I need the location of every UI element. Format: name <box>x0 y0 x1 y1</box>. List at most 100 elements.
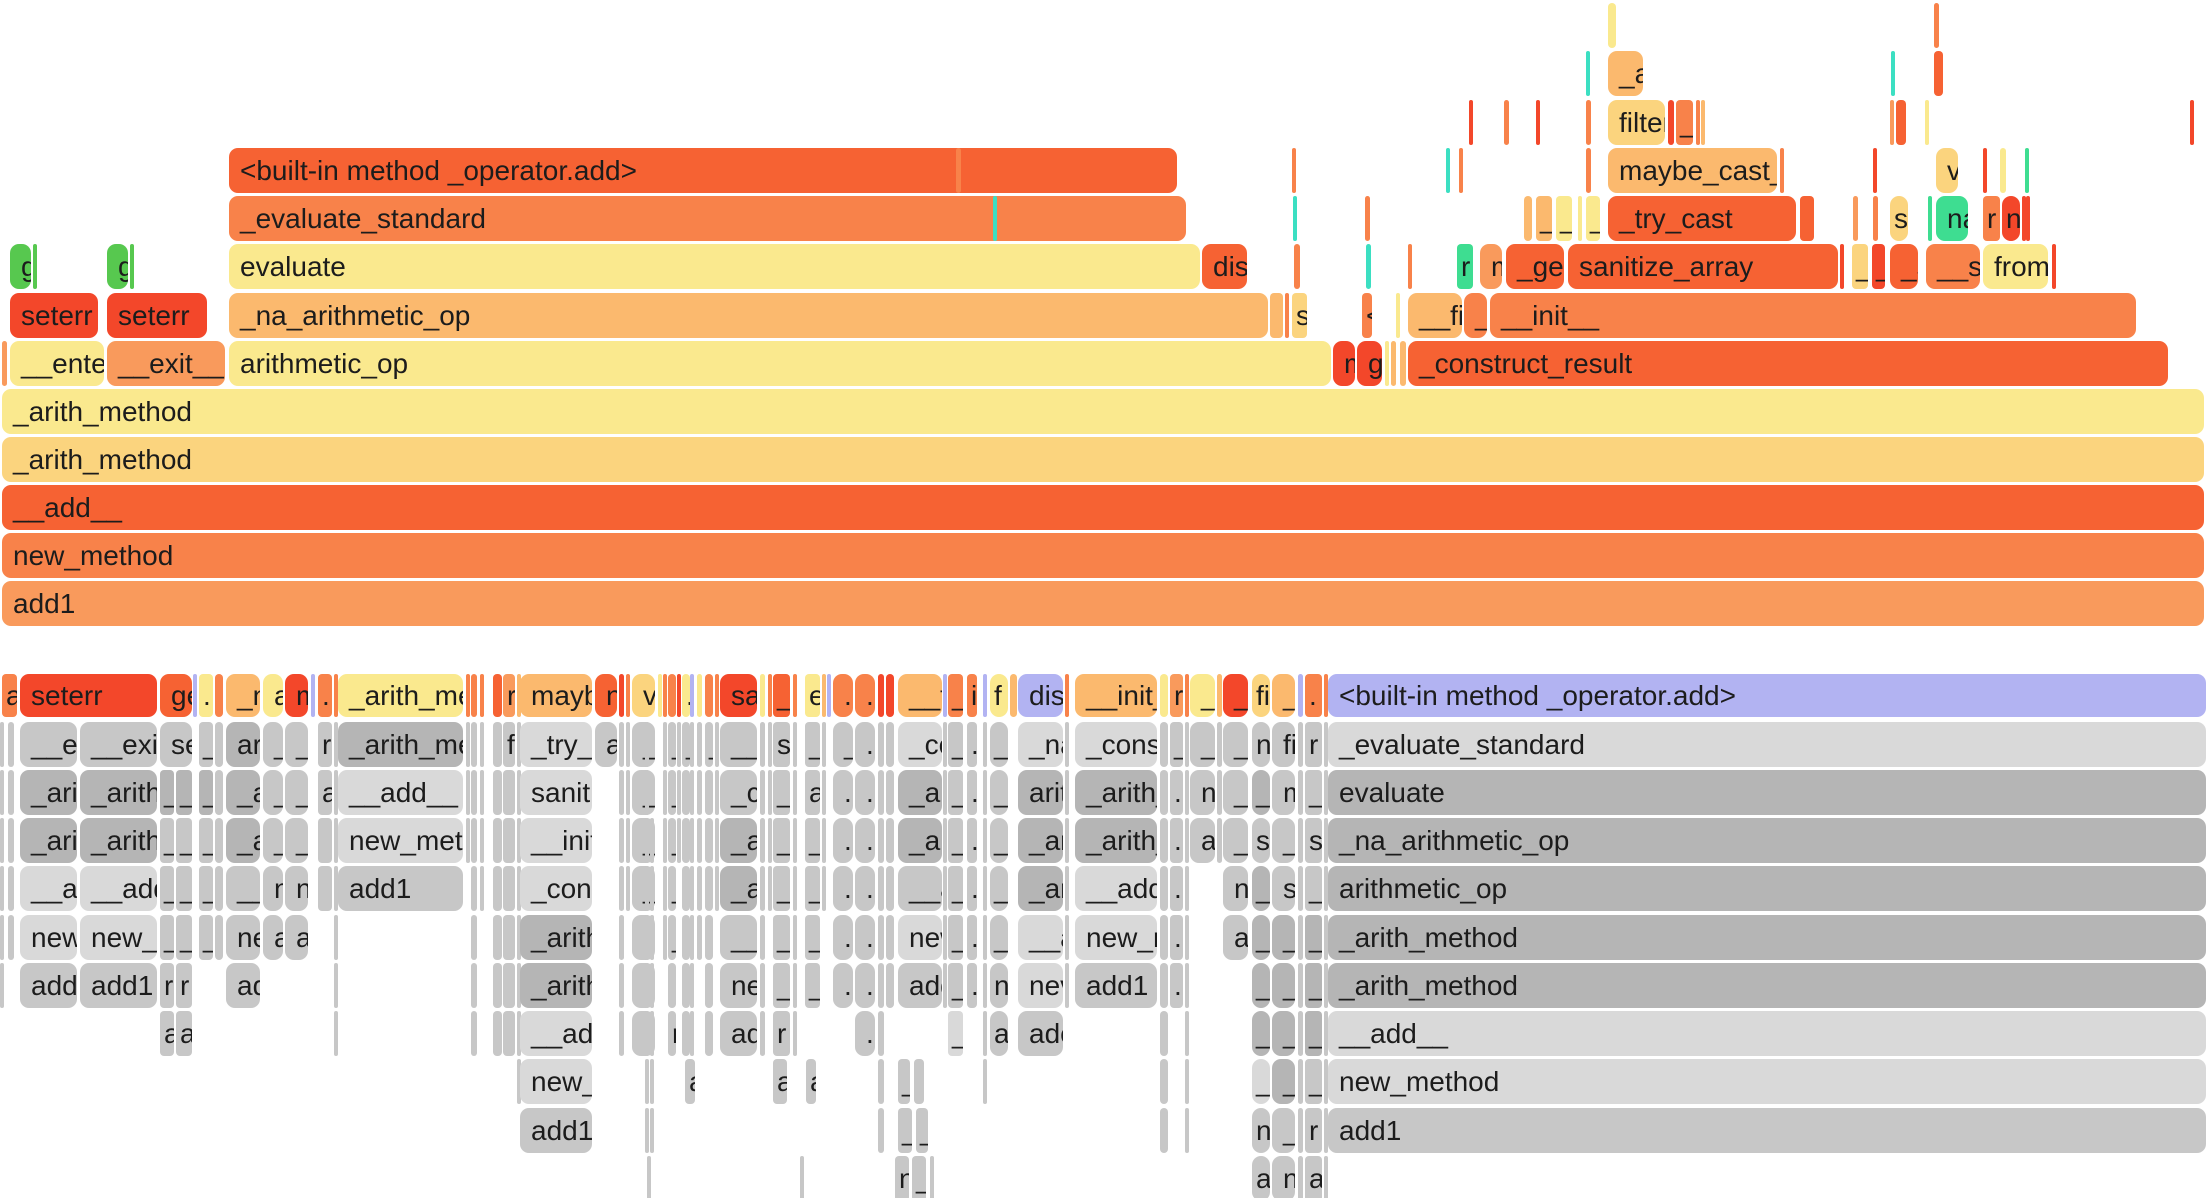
sandwich-bar[interactable] <box>822 818 826 863</box>
flame-bar[interactable]: seterr <box>10 293 98 338</box>
sandwich-bar[interactable]: new_n <box>520 1059 592 1104</box>
flame-bar[interactable] <box>1696 100 1700 145</box>
sandwich-bar[interactable]: a <box>805 770 820 815</box>
sandwich-bar[interactable] <box>760 818 765 863</box>
flame-bar[interactable] <box>130 244 134 289</box>
sandwich-bar[interactable] <box>760 915 765 960</box>
sandwich-bar[interactable] <box>471 770 477 815</box>
sandwich-bar[interactable]: _ar <box>898 770 942 815</box>
sandwich-bar[interactable] <box>503 866 515 911</box>
sandwich-bar[interactable] <box>878 963 884 1008</box>
flame-bar[interactable] <box>1385 341 1389 386</box>
sandwich-bar[interactable] <box>0 915 4 960</box>
sandwich-bar[interactable] <box>471 963 477 1008</box>
sandwich-bar[interactable] <box>705 818 713 863</box>
sandwich-bar[interactable] <box>493 915 502 960</box>
flame-bar[interactable] <box>1396 293 1400 338</box>
sandwich-header-bar[interactable] <box>311 674 315 717</box>
sandwich-header-bar[interactable] <box>668 674 676 717</box>
sandwich-bar[interactable] <box>650 866 654 911</box>
sandwich-bar[interactable] <box>697 866 702 911</box>
flame-bar[interactable] <box>33 244 37 289</box>
sandwich-bar[interactable]: _arith_ <box>1075 818 1157 863</box>
sandwich-bar[interactable]: a <box>1190 818 1215 863</box>
sandwich-bar[interactable]: _ <box>1252 770 1270 815</box>
sandwich-bar[interactable]: _cons <box>520 866 592 911</box>
sandwich-bar[interactable]: _ <box>948 770 963 815</box>
sandwich-bar[interactable]: nev <box>1018 963 1063 1008</box>
sandwich-bar[interactable] <box>645 818 649 863</box>
sandwich-bar[interactable] <box>1065 722 1069 767</box>
sandwich-bar[interactable] <box>1324 915 1328 960</box>
sandwich-header-bar[interactable] <box>705 674 713 717</box>
sandwich-bar[interactable] <box>886 818 894 863</box>
sandwich-bar[interactable] <box>334 722 338 767</box>
sandwich-bar[interactable] <box>626 770 630 815</box>
sandwich-bar[interactable] <box>663 770 667 815</box>
flame-bar[interactable] <box>1925 100 1929 145</box>
flame-bar[interactable] <box>2 341 7 386</box>
sandwich-bar[interactable]: a <box>1252 1156 1270 1198</box>
sandwich-bar[interactable] <box>1217 722 1222 767</box>
sandwich-bar[interactable]: __init <box>520 818 592 863</box>
sandwich-bar[interactable] <box>1298 770 1303 815</box>
flame-bar[interactable]: va <box>1936 148 1958 193</box>
sandwich-bar[interactable] <box>215 915 223 960</box>
sandwich-bar[interactable] <box>793 963 797 1008</box>
sandwich-bar[interactable]: _ <box>199 818 213 863</box>
sandwich-bar[interactable]: __ <box>1223 818 1248 863</box>
sandwich-bar[interactable] <box>886 963 894 1008</box>
sandwich-bar[interactable] <box>878 915 884 960</box>
sandwich-bar[interactable] <box>619 770 624 815</box>
flame-bar[interactable] <box>1608 3 1616 48</box>
sandwich-bar[interactable] <box>760 963 765 1008</box>
sandwich-bar[interactable] <box>619 963 624 1008</box>
sandwich-bar[interactable] <box>334 963 338 1008</box>
sandwich-bar[interactable] <box>715 866 719 911</box>
flame-bar[interactable]: __exit__ <box>107 341 225 386</box>
sandwich-bar[interactable] <box>626 722 630 767</box>
sandwich-bar[interactable] <box>645 866 649 911</box>
sandwich-bar[interactable]: _ <box>948 915 963 960</box>
sandwich-bar[interactable]: add1 <box>1328 1108 2206 1153</box>
sandwich-bar[interactable] <box>793 1011 797 1056</box>
sandwich-bar[interactable] <box>983 866 987 911</box>
flame-bar[interactable]: _ <box>1586 196 1600 241</box>
sandwich-bar[interactable]: r <box>773 1011 790 1056</box>
sandwich-bar[interactable] <box>1298 1011 1303 1056</box>
sandwich-bar[interactable] <box>793 770 797 815</box>
sandwich-bar[interactable]: a <box>176 1011 192 1056</box>
sandwich-bar[interactable]: new_n <box>80 915 157 960</box>
flame-bar[interactable]: g <box>1357 341 1382 386</box>
sandwich-bar[interactable]: __ac <box>20 866 77 911</box>
sandwich-bar[interactable] <box>878 722 884 767</box>
sandwich-header-bar[interactable]: m <box>285 674 308 717</box>
sandwich-bar[interactable]: _ <box>1190 722 1215 767</box>
sandwich-header-bar[interactable] <box>715 674 719 717</box>
sandwich-bar[interactable] <box>334 866 338 911</box>
flame-bar[interactable] <box>2026 196 2030 241</box>
sandwich-bar[interactable]: s <box>1272 866 1295 911</box>
sandwich-bar[interactable]: . <box>967 770 977 815</box>
sandwich-bar[interactable]: n <box>1272 1156 1295 1198</box>
sandwich-bar[interactable]: _ <box>668 866 676 911</box>
sandwich-header-bar[interactable] <box>1217 674 1222 717</box>
sandwich-bar[interactable] <box>690 818 694 863</box>
sandwich-bar[interactable] <box>471 818 477 863</box>
sandwich-bar[interactable] <box>1065 866 1069 911</box>
sandwich-bar[interactable] <box>822 722 826 767</box>
sandwich-bar[interactable]: n <box>895 1156 909 1198</box>
sandwich-bar[interactable]: saniti <box>520 770 592 815</box>
sandwich-header-bar[interactable] <box>677 674 681 717</box>
sandwich-header-bar[interactable] <box>619 674 624 717</box>
sandwich-bar[interactable] <box>1185 818 1189 863</box>
flame-bar[interactable]: evaluate <box>229 244 1200 289</box>
sandwich-bar[interactable]: _ <box>160 818 174 863</box>
sandwich-bar[interactable]: _ <box>1305 866 1322 911</box>
sandwich-bar[interactable] <box>1160 770 1168 815</box>
sandwich-bar[interactable] <box>878 770 884 815</box>
sandwich-bar[interactable]: _ <box>1252 963 1270 1008</box>
sandwich-bar[interactable]: _ <box>990 866 1008 911</box>
sandwich-bar[interactable] <box>1217 818 1222 863</box>
sandwich-header-bar[interactable] <box>471 674 477 717</box>
